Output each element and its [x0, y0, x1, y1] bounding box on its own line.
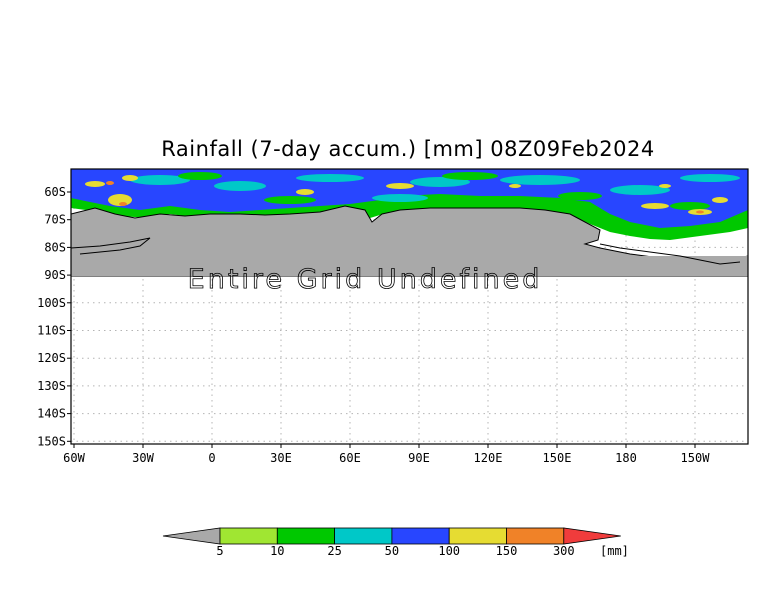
colorbar-box: [448, 527, 507, 545]
colorbar-level-label: 5: [216, 544, 223, 558]
plot-frame: [70, 168, 749, 445]
ross-ice-shelf-coast: [599, 243, 741, 265]
lon-tick-label: 60E: [339, 451, 361, 465]
lon-tick-label: 180: [615, 451, 637, 465]
undefined-grid-text: Entire Grid Undefined: [188, 264, 543, 295]
colorbar-unit: [mm]: [600, 544, 629, 558]
colorbar-level-label: 150: [496, 544, 518, 558]
colorbar: 5 10 25 50 100 150 300 [mm]: [162, 527, 629, 558]
weddell-ice-shelf-coast: [71, 237, 151, 255]
map-title: Rainfall (7-day accum.) [mm] 08Z09Feb202…: [161, 137, 654, 161]
colorbar-over-arrow: [563, 527, 621, 545]
lat-tick-label: 70S: [44, 213, 66, 227]
lat-tick-label: 60S: [44, 185, 66, 199]
polar-undefined-fill: [71, 256, 748, 276]
lon-tick-label: 60W: [63, 451, 85, 465]
longitude-axis: 60W 30W 0 30E 60E 90E 120E 150E 180 150W: [63, 444, 710, 465]
lat-tick-label: 130S: [37, 379, 66, 393]
precip-streaks-cyan: [130, 174, 740, 202]
lat-tick-label: 150S: [37, 434, 66, 448]
lon-tick-label: 150W: [681, 451, 711, 465]
colorbar-level-label: 10: [270, 544, 284, 558]
colorbar-box: [219, 527, 278, 545]
plot-area: Entire Grid Undefined 60S 70S 80S 90S 100S 11…: [37, 168, 749, 465]
colorbar-box: [391, 527, 450, 545]
grid-lines: [71, 169, 748, 444]
lon-tick-label: 30W: [132, 451, 154, 465]
colorbar-level-label: 50: [385, 544, 399, 558]
lat-tick-label: 110S: [37, 324, 66, 338]
lat-tick-label: 100S: [37, 296, 66, 310]
precip-patches-green: [178, 172, 710, 210]
lon-tick-label: 150E: [543, 451, 572, 465]
colorbar-box: [334, 527, 393, 545]
precip-patches-orange: [106, 181, 704, 214]
lon-tick-label: 120E: [474, 451, 503, 465]
colorbar-level-label: 100: [438, 544, 460, 558]
colorbar-box: [276, 527, 335, 545]
lon-tick-label: 30E: [270, 451, 292, 465]
lat-tick-label: 140S: [37, 407, 66, 421]
lon-tick-label: 90E: [408, 451, 430, 465]
colorbar-level-label: 300: [553, 544, 575, 558]
lon-tick-label: 0: [208, 451, 215, 465]
colorbar-box: [506, 527, 565, 545]
precip-patches-yellow: [85, 175, 728, 215]
colorbar-under-arrow: [162, 527, 221, 545]
precip-field: [71, 169, 748, 277]
lat-tick-label: 120S: [37, 351, 66, 365]
lat-tick-label: 80S: [44, 240, 66, 254]
lat-tick-label: 90S: [44, 268, 66, 282]
latitude-axis: 60S 70S 80S 90S 100S 110S 120S 130S 140S 150S: [37, 185, 71, 448]
colorbar-level-label: 25: [327, 544, 341, 558]
